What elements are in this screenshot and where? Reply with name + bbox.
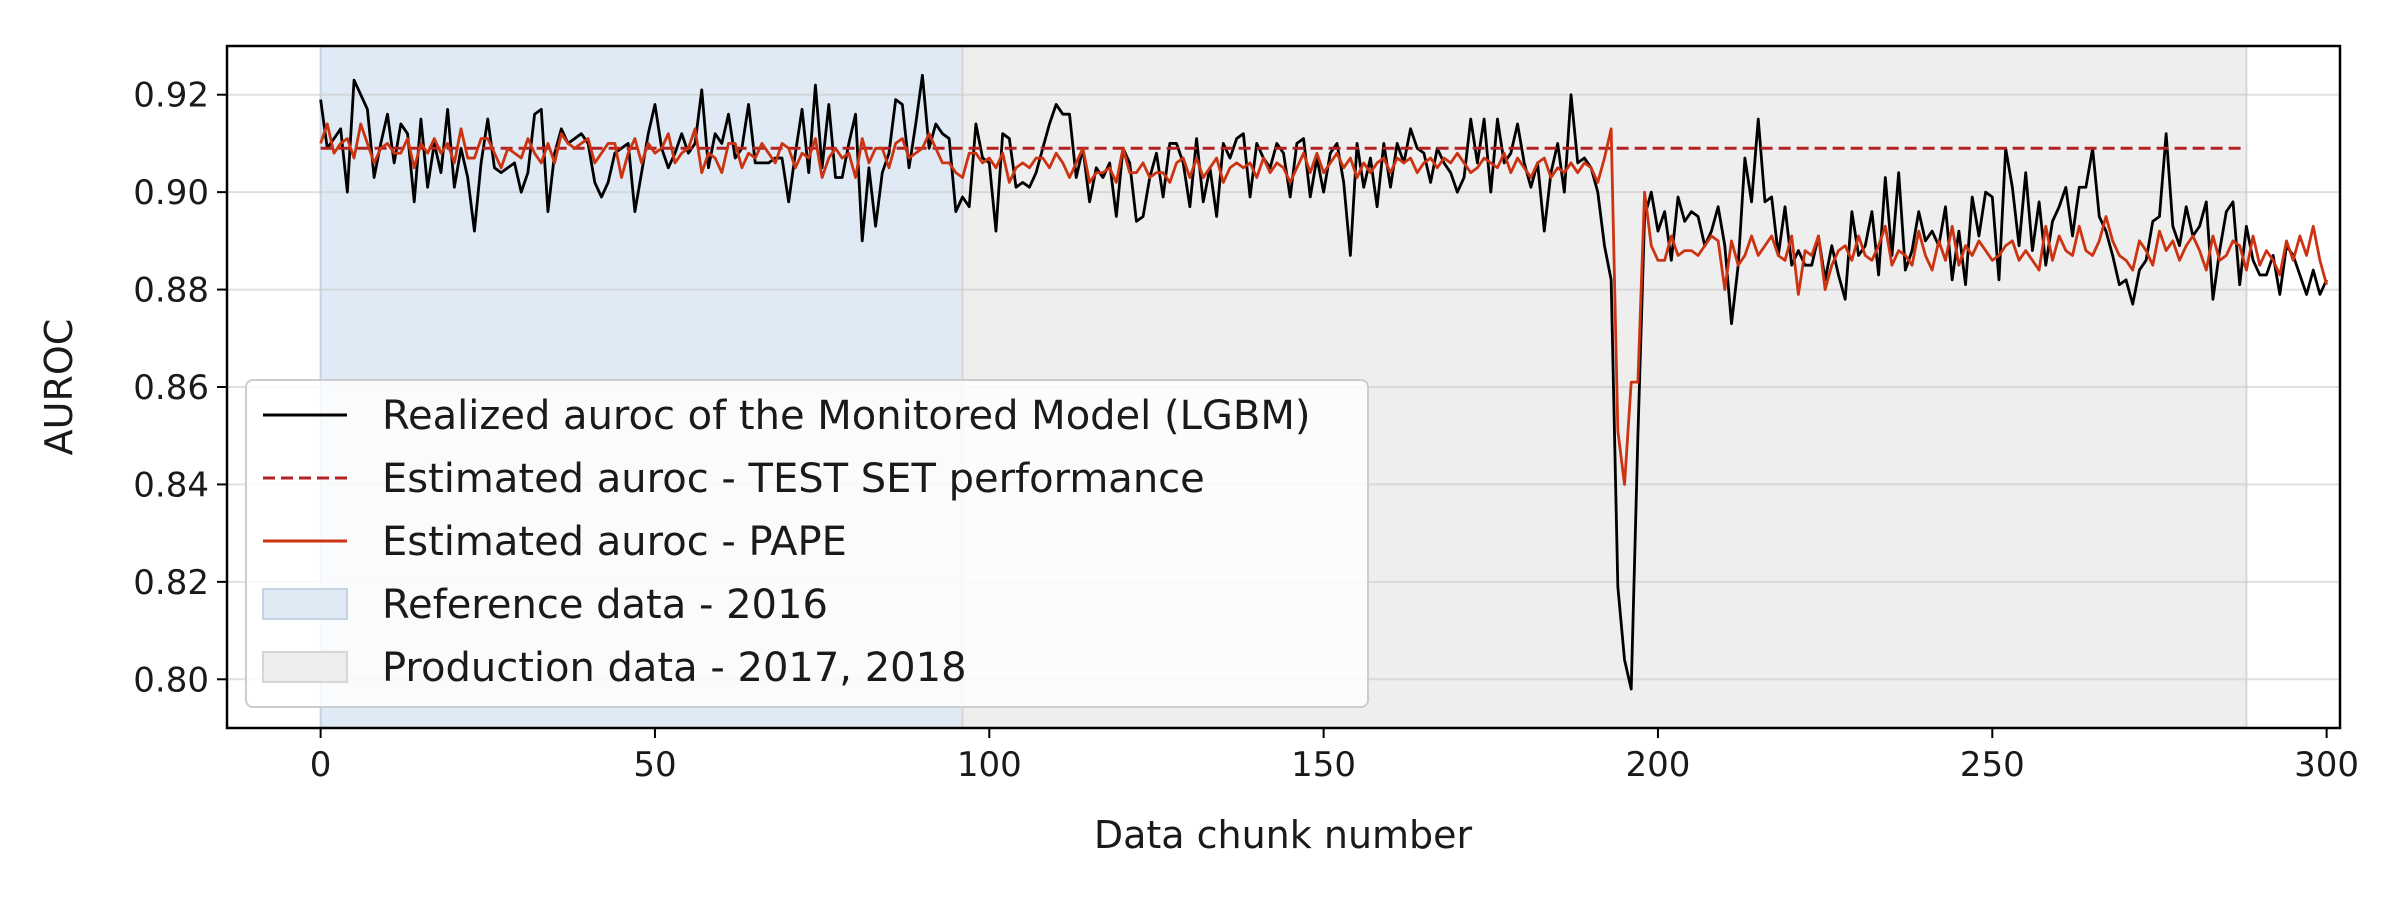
- x-tick-label-3: 150: [1291, 745, 1356, 785]
- x-tick-label-4: 200: [1626, 745, 1691, 785]
- legend-label-1: Estimated auroc - TEST SET performance: [382, 456, 1205, 502]
- legend: Realized auroc of the Monitored Model (L…: [245, 379, 1369, 708]
- y-tick-label-6: 0.92: [133, 76, 209, 116]
- series-line-2: [319, 122, 2328, 486]
- y-tick-label-1: 0.82: [133, 563, 209, 603]
- ticks-layer: 0 50 100 150 200 250 300 0.80 0.82 0.84 0.86 0.88 0.…: [133, 76, 2359, 785]
- x-tick-label-2: 100: [957, 745, 1022, 785]
- y-tick-label-5: 0.90: [133, 173, 209, 213]
- y-tick-label-3: 0.86: [133, 368, 209, 408]
- legend-label-3: Reference data - 2016: [382, 582, 828, 628]
- x-tick-label-6: 300: [2294, 745, 2359, 785]
- y-axis-label: AUROC: [37, 319, 81, 456]
- series-layer: [319, 73, 2328, 691]
- y-tick-label-2: 0.84: [133, 465, 209, 505]
- legend-label-0: Realized auroc of the Monitored Model (L…: [382, 393, 1310, 439]
- series-line-0: [319, 73, 2328, 691]
- legend-label-2: Estimated auroc - PAPE: [382, 519, 847, 565]
- y-tick-label-0: 0.80: [133, 660, 209, 700]
- legend-label-4: Production data - 2017, 2018: [382, 645, 967, 691]
- legend-swatch-3: [262, 588, 348, 620]
- legend-box: [245, 379, 1369, 708]
- legend-swatch-4: [262, 651, 348, 683]
- y-tick-label-4: 0.88: [133, 271, 209, 311]
- x-tick-label-0: 0: [310, 745, 332, 785]
- x-tick-label-5: 250: [1960, 745, 2025, 785]
- x-tick-label-1: 50: [633, 745, 676, 785]
- x-axis-label: Data chunk number: [1094, 813, 1473, 857]
